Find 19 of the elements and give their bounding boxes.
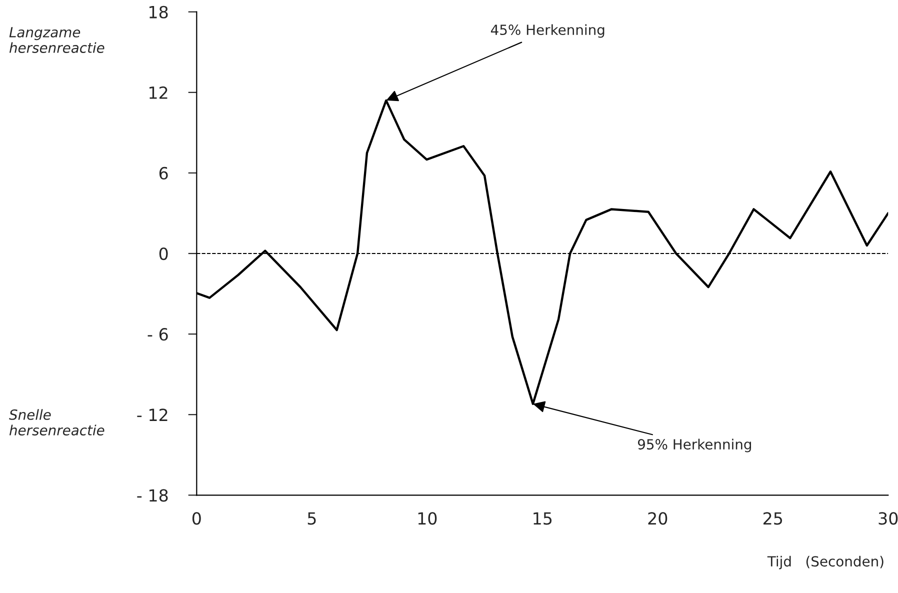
y-tick-label: - 12 — [137, 408, 168, 421]
y-tick-label: 18 — [150, 6, 168, 18]
x-tick-label: 25 — [763, 512, 782, 525]
y-tick-label: 6 — [159, 166, 168, 180]
x-tick-label: 15 — [534, 512, 552, 525]
x-axis-title: Tijd (Seconden) — [767, 556, 884, 570]
annotation: 95% Herkenning — [638, 438, 751, 452]
x-tick-label: 0 — [192, 512, 201, 525]
y-tick-label: - 18 — [137, 489, 168, 502]
text: Snelle hersenreactie — [9, 409, 104, 436]
y-tick-label: - 6 — [148, 328, 168, 341]
x-tick-label: 20 — [648, 512, 668, 525]
x-tick-label: 10 — [418, 512, 437, 525]
x-tick-label: 5 — [308, 512, 316, 525]
x-tick-label: 30 — [878, 512, 898, 525]
text: Langzame hersenreactie — [9, 27, 104, 53]
y-tick-label: 0 — [159, 247, 168, 260]
y-tick-label: 12 — [150, 86, 168, 99]
annotation: 45% Herkenning — [490, 24, 604, 38]
